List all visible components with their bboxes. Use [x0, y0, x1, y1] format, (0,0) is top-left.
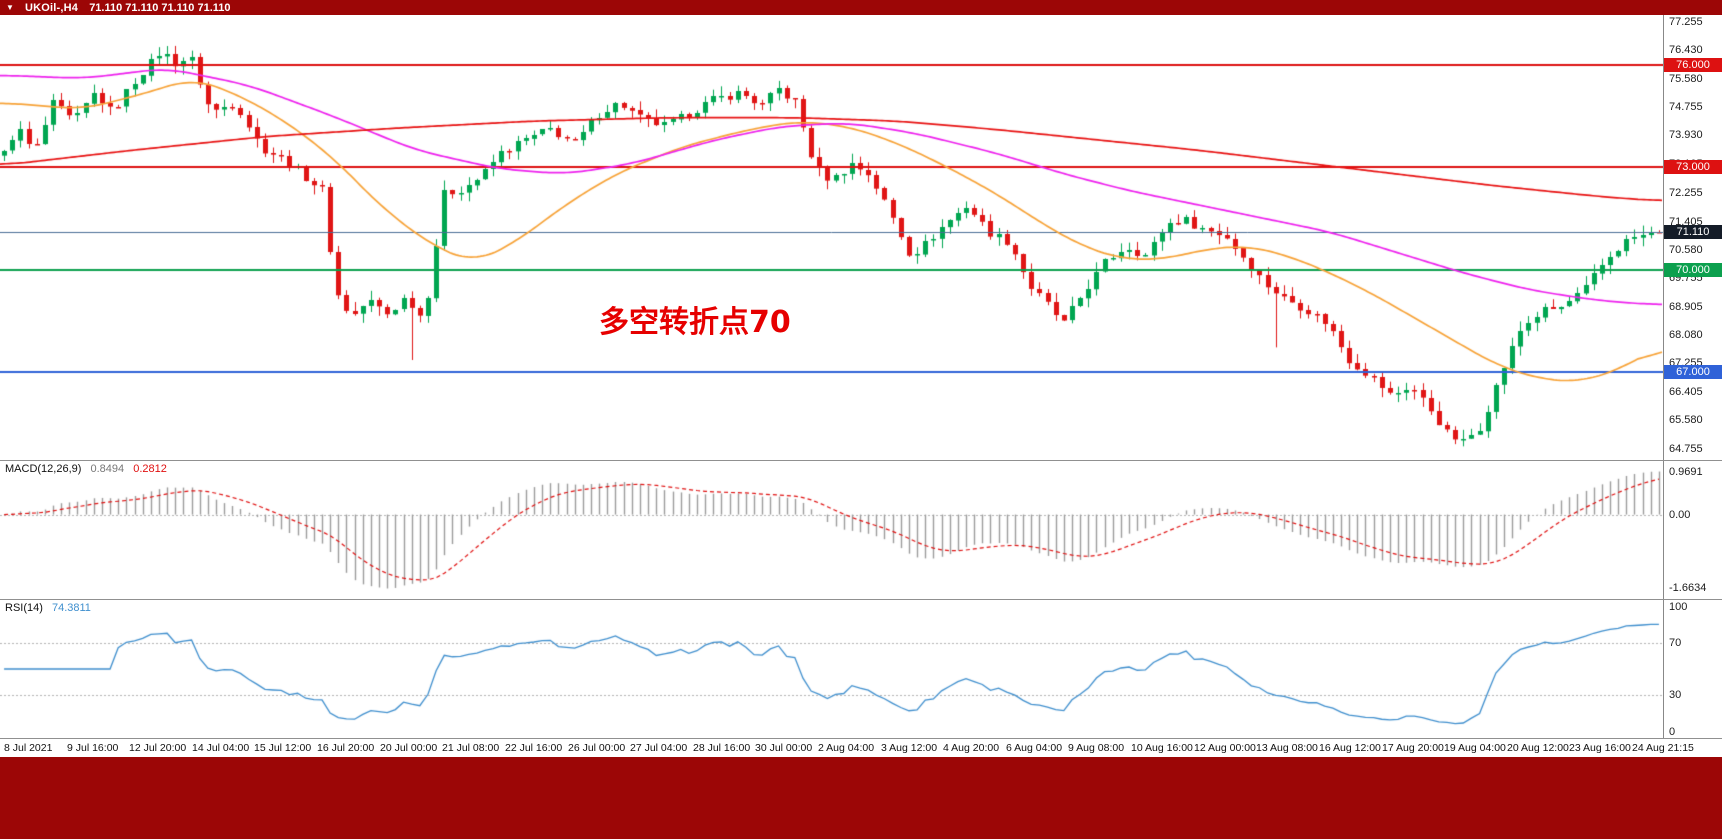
price-level-tag: 71.110: [1664, 224, 1722, 239]
time-tick-label: 17 Aug 20:00: [1382, 742, 1444, 754]
rsi-tick-label: 100: [1669, 601, 1688, 613]
panel-divider: [0, 738, 1722, 739]
time-tick-label: 13 Aug 08:00: [1256, 742, 1318, 754]
price-panel: 多空转折点70 77.255 76.430 75.580 74.755 73.930 73…: [0, 15, 1722, 460]
rsi-axis: 100 70 30 0: [1663, 600, 1722, 738]
time-tick-label: 26 Jul 00:00: [568, 742, 626, 754]
time-tick-label: 23 Aug 16:00: [1569, 742, 1631, 754]
price-tick-label: 68.905: [1669, 300, 1703, 313]
rsi-value: 74.3811: [51, 602, 91, 614]
bottom-bar: [0, 757, 1722, 839]
macd-canvas[interactable]: [0, 461, 1663, 599]
price-tick-label: 77.255: [1669, 15, 1703, 28]
annotation-text: 多空转折点70: [599, 305, 791, 340]
time-tick-label: 8 Jul 2021: [4, 742, 53, 754]
price-level-tag: 67.000: [1664, 364, 1722, 379]
price-tick-label: 72.255: [1669, 186, 1703, 199]
panel-divider: [0, 599, 1722, 600]
time-tick-label: 24 Aug 21:15: [1632, 742, 1694, 754]
macd-label: MACD(12,26,9): [5, 463, 82, 475]
price-level-tag: 70.000: [1664, 262, 1722, 277]
price-level-tag: 73.000: [1664, 160, 1722, 175]
price-chart-canvas[interactable]: [0, 15, 1663, 460]
price-tick-label: 66.405: [1669, 386, 1703, 399]
time-tick-label: 22 Jul 16:00: [505, 742, 563, 754]
price-tick-label: 74.755: [1669, 101, 1703, 114]
macd-panel: MACD(12,26,9) 0.8494 0.2812 0.9691 0.00 -1…: [0, 461, 1722, 599]
macd-value-signal: 0.2812: [133, 463, 167, 475]
price-tick-label: 65.580: [1669, 414, 1703, 427]
chart-ohlc-values: 71.110 71.110 71.110 71.110: [89, 2, 231, 14]
time-tick-label: 28 Jul 16:00: [693, 742, 751, 754]
price-tick-label: 71.405: [1669, 215, 1703, 228]
time-tick-label: 12 Jul 20:00: [129, 742, 187, 754]
time-axis: 8 Jul 2021 9 Jul 16:00 12 Jul 20:00 14 Jul …: [0, 739, 1722, 757]
time-tick-label: 20 Aug 12:00: [1507, 742, 1569, 754]
rsi-tick-label: 0: [1669, 726, 1676, 738]
panel-divider: [0, 460, 1722, 461]
time-tick-label: 19 Aug 04:00: [1444, 742, 1506, 754]
time-tick-label: 16 Aug 12:00: [1319, 742, 1381, 754]
macd-tick-label: 0.9691: [1669, 465, 1703, 478]
rsi-tick-label: 70: [1669, 636, 1682, 649]
time-tick-label: 20 Jul 00:00: [380, 742, 438, 754]
price-tick-label: 64.755: [1669, 442, 1703, 455]
price-tick-label: 70.580: [1669, 243, 1703, 256]
time-tick-label: 12 Aug 00:00: [1194, 742, 1256, 754]
chart-title-bar: ▼ UKOil-,H4 71.110 71.110 71.110 71.110: [0, 0, 1722, 15]
chart-symbol-period: UKOil-,H4: [24, 2, 79, 14]
rsi-panel: RSI(14) 74.3811 100 70 30 0: [0, 600, 1722, 738]
time-tick-label: 21 Jul 08:00: [442, 742, 500, 754]
macd-tick-label: -1.6634: [1669, 582, 1707, 595]
time-tick-label: 15 Jul 12:00: [254, 742, 312, 754]
time-tick-label: 14 Jul 04:00: [192, 742, 250, 754]
rsi-header: RSI(14) 74.3811: [5, 602, 97, 614]
macd-value-main: 0.8494: [90, 463, 125, 475]
price-tick-label: 76.430: [1669, 44, 1703, 57]
time-tick-label: 10 Aug 16:00: [1131, 742, 1193, 754]
rsi-label: RSI(14): [5, 602, 43, 614]
macd-axis: 0.9691 0.00 -1.6634: [1663, 461, 1722, 599]
price-tick-label: 75.580: [1669, 73, 1703, 86]
time-tick-label: 30 Jul 00:00: [755, 742, 813, 754]
rsi-tick-label: 30: [1669, 689, 1682, 702]
time-tick-label: 3 Aug 12:00: [881, 742, 938, 754]
chart-menu-icon[interactable]: ▼: [6, 3, 14, 12]
rsi-canvas[interactable]: [0, 600, 1663, 738]
macd-header: MACD(12,26,9) 0.8494 0.2812: [5, 463, 173, 475]
time-tick-label: 9 Jul 16:00: [67, 742, 119, 754]
price-level-tag: 76.000: [1664, 57, 1722, 72]
time-tick-label: 6 Aug 04:00: [1006, 742, 1063, 754]
macd-tick-label: 0.00: [1669, 508, 1691, 521]
time-tick-label: 4 Aug 20:00: [943, 742, 1000, 754]
time-tick-label: 27 Jul 04:00: [630, 742, 688, 754]
price-tick-label: 73.930: [1669, 129, 1703, 142]
price-axis: 77.25576.43075.58074.75573.93073.10572.2…: [1663, 15, 1722, 460]
time-tick-label: 9 Aug 08:00: [1068, 742, 1125, 754]
time-tick-label: 16 Jul 20:00: [317, 742, 375, 754]
time-tick-label: 2 Aug 04:00: [818, 742, 875, 754]
price-tick-label: 68.080: [1669, 329, 1703, 342]
